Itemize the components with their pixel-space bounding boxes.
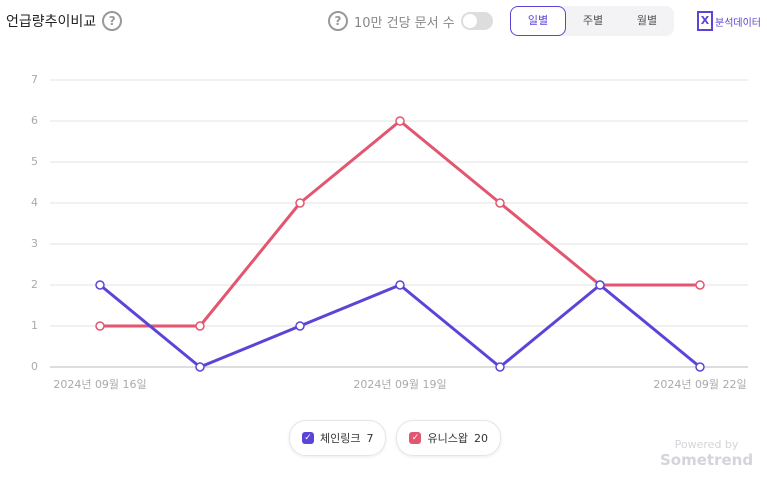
y-tick-label: 1	[31, 319, 38, 332]
point	[395, 280, 405, 290]
brand: Sometrend	[660, 451, 754, 469]
point	[495, 362, 505, 372]
legend-checkbox[interactable]: ✓	[302, 432, 314, 444]
powered-by: Powered by	[674, 438, 739, 451]
legend-item[interactable]: ✓ 체인링크 7	[289, 420, 387, 456]
help-icon[interactable]: ?	[328, 11, 348, 31]
y-tick-label: 2	[31, 278, 38, 291]
point	[295, 198, 305, 208]
tab[interactable]: 월별	[636, 14, 658, 27]
series-line	[100, 119, 700, 328]
y-tick-label: 0	[31, 360, 38, 373]
point	[695, 280, 705, 290]
x-tick-label: 2024년 09월 16일	[53, 377, 146, 391]
toggle[interactable]	[460, 12, 493, 30]
legend-label: 체인링크	[320, 432, 361, 445]
branding: Powered by Sometrend	[660, 438, 753, 469]
export-label: 분석데이터	[715, 17, 761, 29]
header-title-row: 언급량추이비교 ?	[6, 11, 123, 31]
y-tick-label: 3	[31, 237, 38, 250]
legend-total: 7	[366, 431, 374, 445]
point	[95, 280, 105, 290]
y-tick-label: 4	[31, 196, 38, 209]
title: 언급량추이비교	[6, 14, 97, 30]
point	[95, 321, 105, 331]
export-button[interactable]: X 분석데이터	[697, 11, 761, 31]
legend-total: 20	[473, 431, 488, 445]
point	[195, 362, 205, 372]
legend-label: 유니스왑	[427, 432, 468, 445]
toggle-label: 10만 건당 문서 수	[354, 15, 455, 31]
period-tabs: 일별 주별 월별	[510, 6, 674, 36]
point	[495, 198, 505, 208]
tab[interactable]: 주별	[582, 14, 604, 27]
y-tick-label: 6	[31, 114, 38, 127]
legend-checkbox[interactable]: ✓	[409, 432, 422, 444]
point	[695, 362, 705, 372]
point	[295, 321, 305, 331]
toggle-row: ? 10만 건당 문서 수	[328, 11, 493, 31]
point	[195, 321, 205, 331]
point	[395, 116, 405, 126]
x-tick-label: 2024년 09월 22일	[653, 377, 746, 391]
tab[interactable]: 일별	[510, 6, 566, 36]
legend-item[interactable]: ✓ 유니스왑 20	[396, 420, 501, 456]
help-icon[interactable]: ?	[102, 11, 123, 31]
y-tick-label: 7	[31, 73, 38, 86]
point	[595, 280, 605, 290]
chart: 0 1 2 3 4 5 6 7 2024년 09월 16일 2024년 09월 19일 2024년 …	[31, 73, 748, 391]
x-tick-label: 2024년 09월 19일	[353, 377, 446, 391]
y-tick-label: 5	[31, 155, 38, 168]
